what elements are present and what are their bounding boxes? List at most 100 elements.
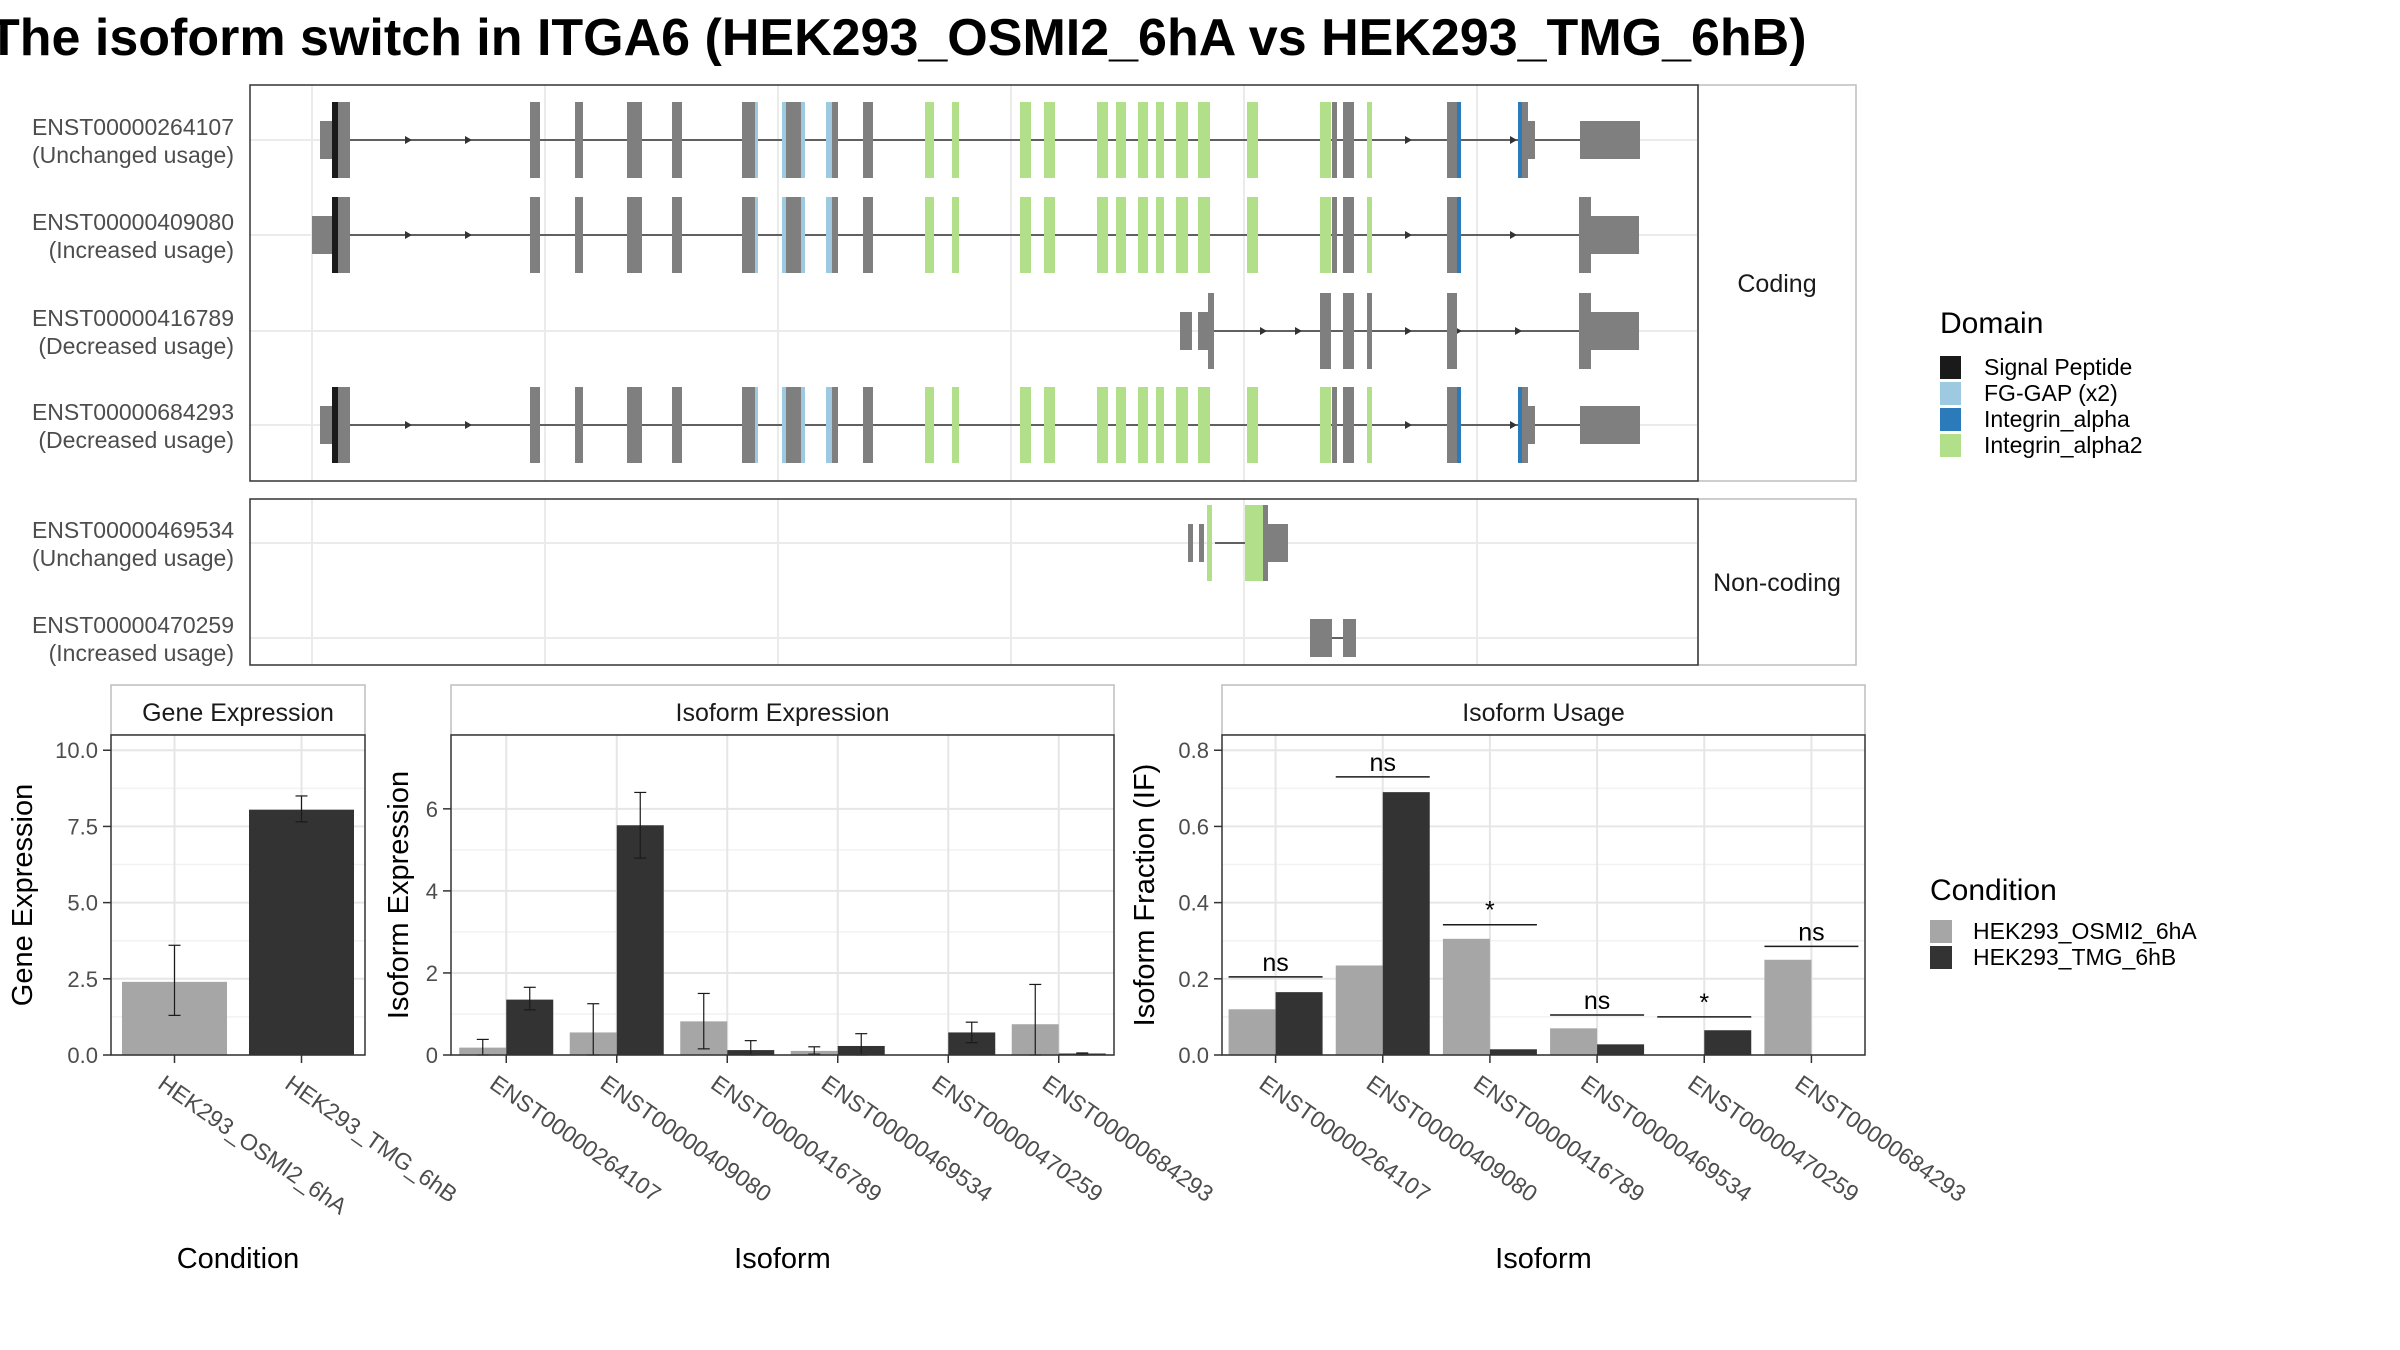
intron-arrow — [465, 136, 472, 144]
integrin-alpha2-domain — [1176, 387, 1188, 463]
chart-strip — [450, 684, 1115, 736]
chart-1: Isoform Expression0246ENST00000264107ENS… — [383, 684, 1218, 1275]
utr-exon — [1591, 216, 1639, 254]
exon — [672, 197, 682, 273]
integrin-alpha2-domain — [1097, 102, 1108, 178]
intron-arrow — [465, 231, 472, 239]
exon — [1447, 102, 1457, 178]
significance-label: * — [1485, 897, 1495, 925]
exon — [1447, 197, 1457, 273]
condition-legend-swatch — [1930, 946, 1952, 969]
utr-exon — [1580, 406, 1640, 444]
fg-gap-domain — [755, 197, 758, 273]
significance-label: * — [1699, 989, 1709, 1017]
exon — [742, 387, 755, 463]
y-tick-label: 0.0 — [1178, 1043, 1209, 1068]
condition-legend-label: HEK293_OSMI2_6hA — [1973, 918, 2197, 944]
exon — [1447, 387, 1457, 463]
integrin-alpha2-domain — [1176, 197, 1188, 273]
y-tick-label: 0 — [426, 1043, 438, 1068]
noncoding-transcript-1-id: ENST00000470259 — [32, 612, 234, 638]
integrin-alpha2-domain — [1247, 197, 1258, 273]
integrin-alpha-domain — [1457, 197, 1461, 273]
noncoding-panel-strip-label: Non-coding — [1713, 569, 1841, 597]
x-tick-label: ENST00000470259 — [1683, 1070, 1863, 1207]
y-tick-label: 0.2 — [1178, 967, 1209, 992]
integrin-alpha-domain — [1457, 387, 1461, 463]
integrin-alpha2-domain — [1156, 197, 1164, 273]
y-tick-label: 10.0 — [55, 738, 98, 763]
exon — [530, 197, 540, 273]
coding-transcript-2-status: (Decreased usage) — [38, 333, 234, 359]
exon — [575, 387, 583, 463]
intron-arrow — [405, 136, 412, 144]
intron-arrow — [405, 231, 412, 239]
x-tick-label: ENST00000416789 — [1469, 1070, 1649, 1207]
exon — [1332, 197, 1337, 273]
y-axis-title: Isoform Expression — [383, 771, 415, 1019]
integrin-alpha2-domain — [925, 197, 934, 273]
integrin-alpha2-domain — [1138, 197, 1148, 273]
coding-transcript-1-status: (Increased usage) — [49, 237, 234, 263]
integrin-alpha2-domain — [1116, 387, 1126, 463]
coding-transcript-3-status: (Decreased usage) — [38, 427, 234, 453]
noncoding-panel-frame — [249, 498, 1699, 666]
fg-gap-domain — [801, 387, 805, 463]
bar-HEK293_TMG_6hB-ENST00000470259 — [948, 1032, 996, 1055]
integrin-alpha2-domain — [1176, 102, 1188, 178]
utr-exon — [1180, 312, 1192, 350]
domain-legend-swatch — [1940, 408, 1961, 431]
integrin-alpha2-domain — [1198, 102, 1210, 178]
exon — [786, 197, 801, 273]
integrin-alpha2-domain — [925, 102, 934, 178]
significance-label: ns — [1262, 949, 1288, 977]
integrin-alpha2-domain — [1044, 387, 1055, 463]
bar-HEK293_TMG_6hB-ENST00000264107 — [1275, 992, 1323, 1055]
exon — [863, 387, 873, 463]
exon — [863, 102, 873, 178]
domain-legend-swatch — [1940, 434, 1961, 457]
exon — [832, 102, 838, 178]
intron-arrow — [1515, 327, 1522, 335]
utr-exon — [320, 406, 332, 444]
utr-exon — [1528, 121, 1535, 159]
x-axis-title: Isoform — [1495, 1243, 1592, 1275]
bar-HEK293_OSMI2_6hA-ENST00000409080 — [1335, 965, 1383, 1055]
fg-gap-domain — [826, 197, 832, 273]
exon — [1343, 102, 1354, 178]
domain-legend-title: Domain — [1940, 307, 2043, 340]
exon — [338, 102, 350, 178]
utr-exon — [1591, 312, 1639, 350]
exon — [1343, 197, 1354, 273]
y-tick-label: 0.8 — [1178, 738, 1209, 763]
utr-exon — [1268, 524, 1288, 562]
intron-arrow — [1405, 327, 1412, 335]
chart-panel-frame — [110, 734, 366, 1056]
integrin-alpha2-domain — [1156, 387, 1164, 463]
exon — [575, 102, 583, 178]
integrin-alpha2-domain — [1198, 197, 1210, 273]
integrin-alpha2-domain — [1020, 197, 1031, 273]
bar-HEK293_OSMI2_6hA-ENST00000469534 — [1550, 1028, 1598, 1055]
integrin-alpha2-domain — [1320, 387, 1331, 463]
integrin-alpha2-domain — [1116, 197, 1126, 273]
noncoding-transcript-0-status: (Unchanged usage) — [32, 545, 234, 571]
coding-transcript-1-id: ENST00000409080 — [32, 209, 234, 235]
exon — [742, 102, 755, 178]
noncoding-panel-bg — [250, 499, 1698, 665]
domain-legend-label: FG-GAP (x2) — [1984, 380, 2118, 406]
integrin-alpha-domain — [1518, 387, 1522, 463]
intron-arrow — [465, 421, 472, 429]
integrin-alpha2-domain — [1044, 197, 1055, 273]
integrin-alpha-domain — [1457, 102, 1461, 178]
exon — [1518, 102, 1528, 178]
utr-exon — [1310, 619, 1332, 657]
chart-title: Isoform Usage — [1462, 699, 1625, 727]
integrin-alpha2-domain — [1367, 197, 1372, 273]
x-axis-title: Isoform — [734, 1243, 831, 1275]
chart-panel-bg — [451, 735, 1114, 1055]
exon — [627, 387, 642, 463]
exon — [832, 197, 838, 273]
fg-gap-domain — [801, 197, 805, 273]
domain-legend-label: Signal Peptide — [1984, 354, 2132, 380]
